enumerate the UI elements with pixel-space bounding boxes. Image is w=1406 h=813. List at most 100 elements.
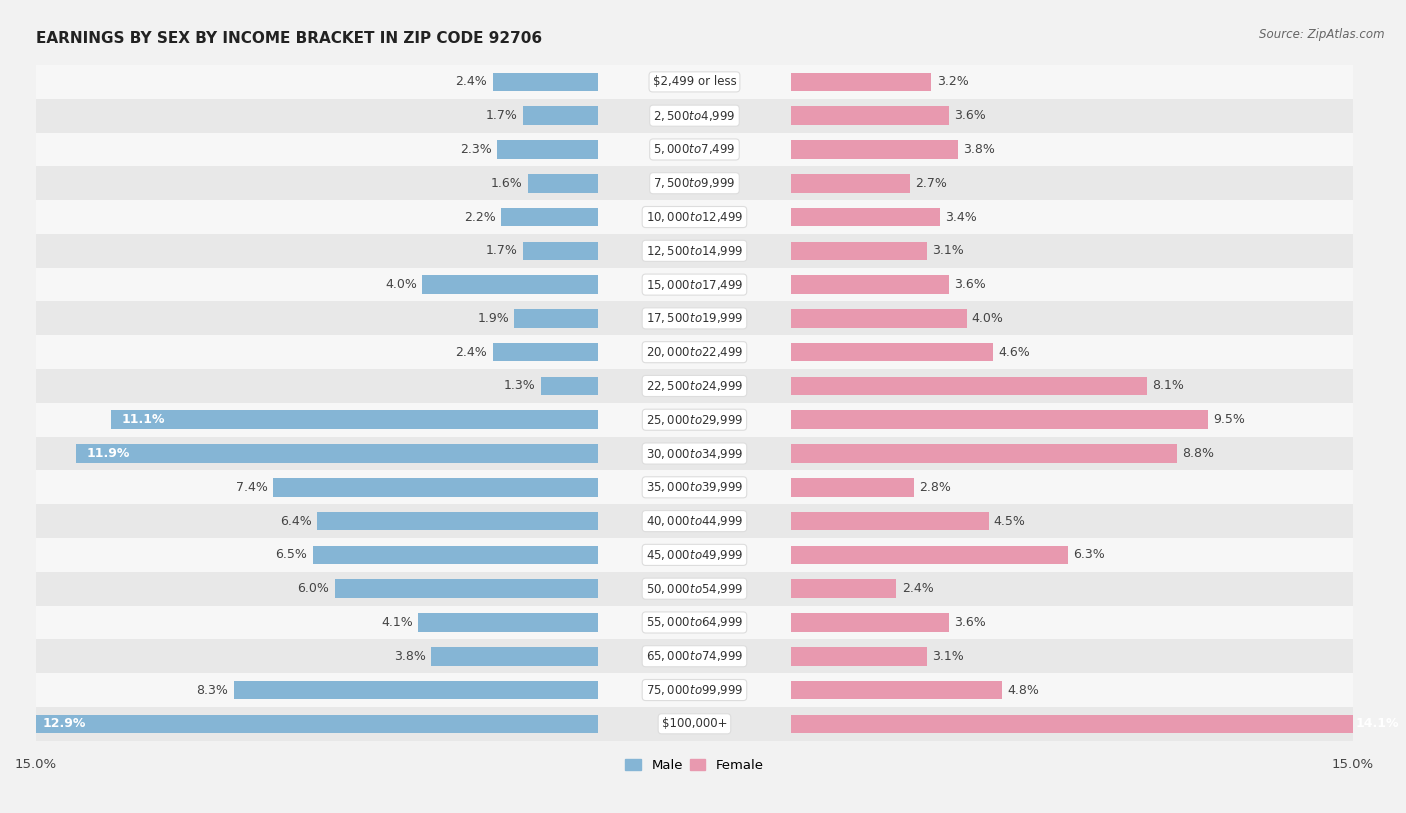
Bar	[37, 200, 1353, 234]
Text: $2,499 or less: $2,499 or less	[652, 76, 737, 89]
Text: 2.4%: 2.4%	[901, 582, 934, 595]
Bar	[37, 167, 1353, 200]
Text: 11.9%: 11.9%	[87, 447, 129, 460]
Bar	[792, 512, 988, 530]
Text: 6.4%: 6.4%	[280, 515, 312, 528]
Text: $22,500 to $24,999: $22,500 to $24,999	[645, 379, 744, 393]
Bar	[37, 572, 1353, 606]
Text: 3.8%: 3.8%	[394, 650, 426, 663]
Text: 8.1%: 8.1%	[1152, 380, 1184, 393]
Bar	[37, 471, 1353, 504]
Bar	[37, 639, 1353, 673]
Text: $65,000 to $74,999: $65,000 to $74,999	[645, 650, 744, 663]
Bar	[37, 335, 1353, 369]
Text: 2.4%: 2.4%	[456, 346, 488, 359]
Text: 1.3%: 1.3%	[503, 380, 536, 393]
Bar	[792, 647, 927, 666]
Text: $12,500 to $14,999: $12,500 to $14,999	[645, 244, 744, 258]
Bar	[111, 411, 598, 429]
Text: 14.1%: 14.1%	[1355, 717, 1399, 730]
Bar	[37, 99, 1353, 133]
Bar	[273, 478, 598, 497]
Bar	[792, 613, 949, 632]
Bar	[37, 437, 1353, 471]
Text: $20,000 to $22,499: $20,000 to $22,499	[645, 346, 744, 359]
Bar	[76, 444, 598, 463]
Text: 4.6%: 4.6%	[998, 346, 1031, 359]
Text: 8.8%: 8.8%	[1182, 447, 1215, 460]
Text: $10,000 to $12,499: $10,000 to $12,499	[645, 210, 744, 224]
Bar	[233, 680, 598, 699]
Text: Source: ZipAtlas.com: Source: ZipAtlas.com	[1260, 28, 1385, 41]
Text: 2.3%: 2.3%	[460, 143, 492, 156]
Bar	[37, 369, 1353, 403]
Text: 1.7%: 1.7%	[486, 245, 517, 258]
Bar	[792, 208, 941, 226]
Bar	[37, 133, 1353, 167]
Text: 2.2%: 2.2%	[464, 211, 496, 224]
Bar	[432, 647, 598, 666]
Bar	[316, 512, 598, 530]
Text: 1.9%: 1.9%	[478, 312, 509, 325]
Bar	[418, 613, 598, 632]
Bar	[37, 707, 1353, 741]
Text: 3.2%: 3.2%	[936, 76, 969, 89]
Bar	[37, 403, 1353, 437]
Text: $45,000 to $49,999: $45,000 to $49,999	[645, 548, 744, 562]
Text: 6.3%: 6.3%	[1073, 549, 1105, 562]
Bar	[335, 580, 598, 598]
Text: 4.8%: 4.8%	[1007, 684, 1039, 697]
Text: $30,000 to $34,999: $30,000 to $34,999	[645, 446, 744, 460]
Bar	[37, 504, 1353, 538]
Text: EARNINGS BY SEX BY INCOME BRACKET IN ZIP CODE 92706: EARNINGS BY SEX BY INCOME BRACKET IN ZIP…	[37, 31, 543, 46]
Text: 3.4%: 3.4%	[945, 211, 977, 224]
Bar	[422, 276, 598, 293]
Text: $35,000 to $39,999: $35,000 to $39,999	[645, 480, 744, 494]
Text: 6.5%: 6.5%	[276, 549, 308, 562]
Text: $40,000 to $44,999: $40,000 to $44,999	[645, 514, 744, 528]
Text: $75,000 to $99,999: $75,000 to $99,999	[645, 683, 744, 697]
Text: 12.9%: 12.9%	[42, 717, 86, 730]
Text: 1.6%: 1.6%	[491, 176, 523, 189]
Bar	[792, 276, 949, 293]
Legend: Male, Female: Male, Female	[620, 754, 769, 777]
Text: 4.0%: 4.0%	[972, 312, 1004, 325]
Bar	[523, 241, 598, 260]
Text: $50,000 to $54,999: $50,000 to $54,999	[645, 581, 744, 596]
Text: 4.0%: 4.0%	[385, 278, 418, 291]
Text: 6.0%: 6.0%	[298, 582, 329, 595]
Bar	[792, 107, 949, 125]
Bar	[496, 140, 598, 159]
Text: 3.6%: 3.6%	[955, 616, 986, 629]
Text: $17,500 to $19,999: $17,500 to $19,999	[645, 311, 744, 325]
Text: 3.8%: 3.8%	[963, 143, 995, 156]
Bar	[492, 72, 598, 91]
Bar	[312, 546, 598, 564]
Text: $25,000 to $29,999: $25,000 to $29,999	[645, 413, 742, 427]
Bar	[37, 538, 1353, 572]
Text: 3.1%: 3.1%	[932, 245, 965, 258]
Bar	[792, 72, 932, 91]
Bar	[37, 673, 1353, 707]
Text: 2.8%: 2.8%	[920, 480, 950, 493]
Text: 8.3%: 8.3%	[197, 684, 228, 697]
Bar	[37, 302, 1353, 335]
Bar	[515, 309, 598, 328]
Text: $5,000 to $7,499: $5,000 to $7,499	[654, 142, 735, 156]
Text: 2.7%: 2.7%	[915, 176, 946, 189]
Text: 4.1%: 4.1%	[381, 616, 413, 629]
Text: 9.5%: 9.5%	[1213, 413, 1246, 426]
Text: 1.7%: 1.7%	[486, 109, 517, 122]
Bar	[792, 444, 1177, 463]
Text: 4.5%: 4.5%	[994, 515, 1026, 528]
Bar	[792, 174, 910, 193]
Text: $15,000 to $17,499: $15,000 to $17,499	[645, 277, 744, 292]
Text: 3.6%: 3.6%	[955, 109, 986, 122]
Bar	[792, 546, 1067, 564]
Text: 3.6%: 3.6%	[955, 278, 986, 291]
Bar	[792, 376, 1146, 395]
Bar	[527, 174, 598, 193]
Bar	[541, 376, 598, 395]
Text: $55,000 to $64,999: $55,000 to $64,999	[645, 615, 744, 629]
Bar	[37, 234, 1353, 267]
